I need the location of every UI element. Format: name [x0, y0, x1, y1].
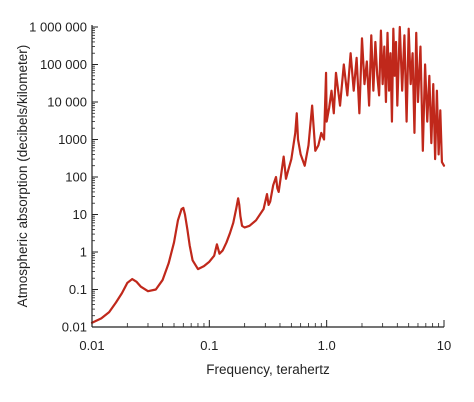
x-tick-label: 10 [437, 338, 451, 353]
y-tick-label: 1000 [58, 132, 87, 147]
absorption-series-line [90, 25, 446, 324]
y-tick-label: 0.01 [62, 320, 87, 335]
axes [91, 25, 444, 328]
y-tick-label: 10 000 [47, 95, 87, 110]
x-tick-label: 0.1 [200, 338, 218, 353]
ticks-layer: 0.01 0.1 1 10 100 1000 10 000 100 000 1 000 000 0… [29, 20, 451, 354]
x-tick-label: 0.01 [79, 338, 104, 353]
y-tick-label: 100 [65, 170, 87, 185]
y-tick-label: 100 000 [40, 57, 87, 72]
y-tick-label: 0.1 [69, 282, 87, 297]
y-tick-label: 1 [80, 245, 87, 260]
y-tick-label: 1 000 000 [29, 20, 87, 35]
x-axis-title: Frequency, terahertz [206, 362, 330, 377]
x-tick-label: 1.0 [318, 338, 336, 353]
y-axis-title: Atmospheric absorption (decibels/kilomet… [15, 45, 30, 308]
y-tick-label: 10 [73, 207, 87, 222]
series-layer [90, 25, 446, 324]
